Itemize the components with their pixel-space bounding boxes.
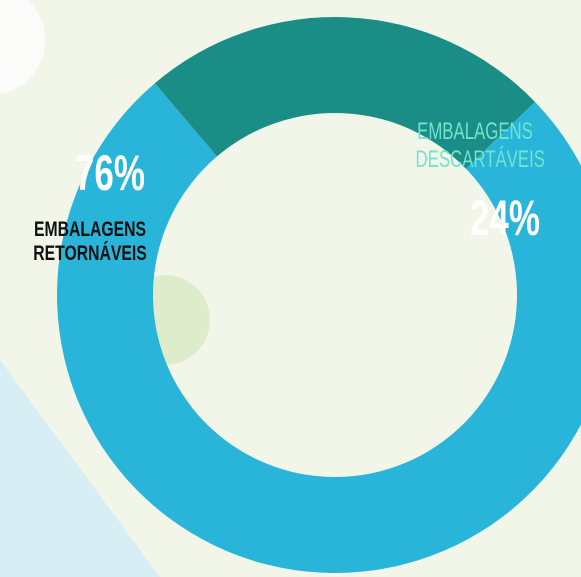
donut-segment bbox=[57, 83, 581, 574]
category-label: EMBALAGENS RETORNÁVEIS bbox=[33, 218, 147, 266]
value-label: 24% bbox=[469, 190, 541, 246]
value-label: 76% bbox=[74, 145, 146, 201]
category-label: EMBALAGENS DESCARTÁVEIS bbox=[415, 118, 545, 173]
decoration bbox=[0, 0, 45, 95]
decoration bbox=[0, 360, 160, 577]
donut-segment bbox=[154, 16, 535, 169]
